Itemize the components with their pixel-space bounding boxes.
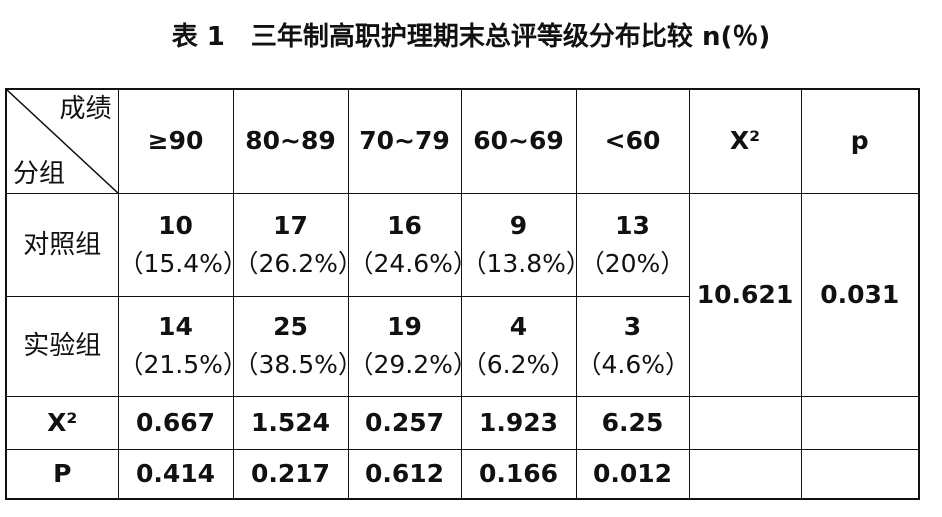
column-header: 70~79 [347, 88, 462, 194]
count: 13 [615, 210, 650, 240]
column-header: ≥90 [117, 88, 234, 194]
stat-label: P [5, 448, 119, 500]
stat-value: 0.166 [460, 448, 577, 500]
data-cell: 3 （4.6%） [575, 295, 691, 397]
column-header: 80~89 [232, 88, 349, 194]
count: 4 [509, 312, 528, 341]
column-header: X² [688, 88, 802, 194]
count: 14 [158, 312, 193, 341]
table-body: 成绩 分组 ≥90 80~89 70~79 60~69 <60 X² p 对照组 10 （15.4%）… [5, 88, 920, 500]
corner-top: 成绩 [59, 94, 112, 124]
percent: （13.8%） [461, 248, 591, 278]
count: 10 [158, 210, 193, 240]
diagonal [7, 90, 119, 194]
percent: （38.5%） [233, 350, 363, 379]
data-cell: 16 （24.6%） [347, 192, 478, 297]
corner-cell: 成绩分组 [5, 88, 119, 194]
group-label: 对照组 [5, 192, 119, 297]
data-cell: 25 （38.5%） [232, 295, 363, 397]
stat-value: 6.25 [575, 395, 690, 450]
stat-value: 0.414 [117, 448, 234, 500]
column-header: <60 [575, 88, 690, 194]
percent: （15.4%） [118, 248, 248, 278]
stat-value: 1.524 [232, 395, 349, 450]
data-cell: 4 （6.2%） [460, 295, 577, 397]
stat-row: P 0.414 0.217 0.612 0.166 0.012 [5, 448, 920, 500]
group-row: 对照组 10 （15.4%） 17 （26.2%） 16 （24.6%） 9 （13.8%） 13… [5, 192, 920, 397]
data-cell: 19 （29.2%） [347, 295, 478, 397]
data-cell: 17 （26.2%） [232, 192, 363, 297]
data-cell: 9 （13.8%） [460, 192, 591, 297]
data-cell: 14 （21.5%） [117, 295, 248, 397]
percent: （24.6%） [348, 248, 478, 278]
group-label: 实验组 [5, 295, 119, 397]
count: 17 [273, 210, 308, 240]
percent: （20%） [579, 248, 686, 278]
p-value: 0.031 [800, 192, 920, 397]
stat-value: 0.667 [117, 395, 234, 450]
empty-cell [800, 395, 920, 450]
diagonal-line [7, 90, 119, 194]
percent: （26.2%） [233, 248, 363, 278]
count: 9 [509, 210, 528, 240]
empty-cell [800, 448, 920, 500]
data-cell: 13 （20%） [575, 192, 690, 297]
stat-value: 1.923 [460, 395, 577, 450]
chi2-value: 10.621 [688, 192, 802, 397]
stat-label: X² [5, 395, 119, 450]
stat-value: 0.217 [232, 448, 349, 500]
empty-cell [688, 395, 802, 450]
percent: （6.2%） [461, 350, 576, 379]
table: 成绩 分组 ≥90 80~89 70~79 60~69 <60 X² p 对照组 10 （15.4%）… [5, 88, 920, 500]
title: 表 1 三年制高职护理期末总评等级分布比较 n(％) [171, 22, 771, 52]
empty-cell [688, 448, 802, 500]
corner-bottom: 分组 [13, 158, 66, 189]
group-row: 实验组 14 （21.5%） 25 （38.5%） 19 （29.2%） 4 （6.2%） 3 （4… [5, 295, 919, 397]
count: 25 [273, 312, 308, 341]
count: 3 [623, 312, 642, 341]
stat-row: X² 0.667 1.524 0.257 1.923 6.25 [5, 395, 920, 450]
percent: （4.6%） [576, 350, 691, 379]
count: 19 [387, 312, 422, 341]
percent: （29.2%） [348, 350, 478, 379]
data-cell: 10 （15.4%） [117, 192, 248, 297]
column-header: 60~69 [460, 88, 577, 194]
count: 16 [387, 210, 422, 240]
stat-value: 0.012 [575, 448, 690, 500]
stat-value: 0.612 [347, 448, 462, 500]
column-header: p [800, 88, 920, 194]
percent: （21.5%） [118, 350, 248, 379]
header-row: 成绩 分组 ≥90 80~89 70~79 60~69 <60 X² p [5, 88, 920, 194]
stat-value: 0.257 [347, 395, 462, 450]
